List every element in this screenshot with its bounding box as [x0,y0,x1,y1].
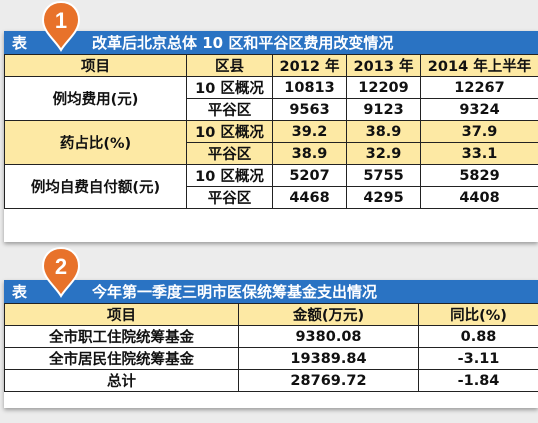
region-cell: 10 区概况 [186,164,273,187]
yoy-cell: 0.88 [418,325,538,348]
value-cell: 38.9 [272,142,347,165]
value-cell: 5207 [272,164,347,187]
region-cell: 平谷区 [186,186,273,209]
region-cell: 平谷区 [186,142,273,165]
marker-1-number: 1 [55,8,67,33]
yoy-cell: -1.84 [418,369,538,392]
region-cell: 10 区概况 [186,76,273,99]
row-item-label: 总计 [4,369,239,392]
table1-header-cell: 2014 年上半年 [420,54,538,77]
table-row: 全市职工住院统筹基金 9380.08 0.88 [4,325,538,348]
value-cell: 9563 [272,98,347,121]
value-cell: 5755 [346,164,421,187]
value-cell: 4468 [272,186,347,209]
table1-title: 改革后北京总体 10 区和平谷区费用改变情况 [92,34,394,52]
table1-card: 表 改革后北京总体 10 区和平谷区费用改变情况 项目 区县 2012 年 20… [4,31,538,242]
table1-header-cell: 2013 年 [346,54,421,77]
table2-title: 今年第一季度三明市医保统筹基金支出情况 [92,283,378,301]
amount-cell: 28769.72 [238,369,419,392]
amount-cell: 19389.84 [238,347,419,370]
row-item-label: 全市居民住院统筹基金 [4,347,239,370]
row-item-label: 例均费用(元) [4,76,187,121]
table1-header-cell: 区县 [186,54,273,77]
region-cell: 平谷区 [186,98,273,121]
table2-header-row: 项目 金额(万元) 同比(%) [4,303,538,326]
table2-label: 表 [12,283,28,301]
table2-header-cell: 同比(%) [418,303,538,326]
marker-2-number: 2 [55,254,67,279]
value-cell: 4295 [346,186,421,209]
value-cell: 9324 [420,98,538,121]
table2-header-cell: 项目 [4,303,239,326]
value-cell: 12267 [420,76,538,99]
map-pin-marker-2: 2 [41,246,81,298]
table1-title-bar: 表 改革后北京总体 10 区和平谷区费用改变情况 [4,31,538,54]
region-cell: 10 区概况 [186,120,273,143]
map-pin-marker-1: 1 [41,0,81,52]
value-cell: 12209 [346,76,421,99]
value-cell: 39.2 [272,120,347,143]
row-item-label: 药占比(%) [4,120,187,165]
table1: 项目 区县 2012 年 2013 年 2014 年上半年 例均费用(元) 10… [4,54,538,209]
table-row: 总计 28769.72 -1.84 [4,369,538,392]
value-cell: 4408 [420,186,538,209]
row-item-label: 全市职工住院统筹基金 [4,325,239,348]
table-row: 全市居民住院统筹基金 19389.84 -3.11 [4,347,538,370]
table2: 项目 金额(万元) 同比(%) 全市职工住院统筹基金 9380.08 0.88 … [4,303,538,392]
amount-cell: 9380.08 [238,325,419,348]
table-row: 例均自费自付额(元) 10 区概况 5207 5755 5829 [4,164,538,209]
table2-card: 表 今年第一季度三明市医保统筹基金支出情况 项目 金额(万元) 同比(%) 全市… [4,280,538,408]
table2-header-cell: 金额(万元) [238,303,419,326]
value-cell: 10813 [272,76,347,99]
yoy-cell: -3.11 [418,347,538,370]
table-row: 药占比(%) 10 区概况 39.2 38.9 37.9 [4,120,538,165]
value-cell: 9123 [346,98,421,121]
table1-label: 表 [12,34,28,52]
value-cell: 38.9 [346,120,421,143]
table1-header-cell: 项目 [4,54,187,77]
value-cell: 33.1 [420,142,538,165]
row-item-label: 例均自费自付额(元) [4,164,187,209]
value-cell: 5829 [420,164,538,187]
table2-title-bar: 表 今年第一季度三明市医保统筹基金支出情况 [4,280,538,303]
table-row: 例均费用(元) 10 区概况 10813 12209 12267 [4,76,538,121]
table1-header-cell: 2012 年 [272,54,347,77]
value-cell: 37.9 [420,120,538,143]
value-cell: 32.9 [346,142,421,165]
table1-header-row: 项目 区县 2012 年 2013 年 2014 年上半年 [4,54,538,77]
